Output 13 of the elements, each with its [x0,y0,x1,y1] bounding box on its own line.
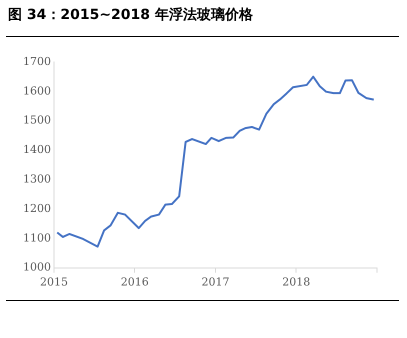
x-tick-label: 2016 [120,275,149,288]
chart-title: 图 34：2015~2018 年浮法玻璃价格 [8,6,253,24]
y-tick-label: 1000 [22,260,51,274]
x-tick-label: 2018 [282,275,310,288]
y-tick-label: 1100 [22,231,51,244]
x-tick-label: 2015 [40,275,68,288]
y-tick-label: 1200 [22,202,51,215]
y-tick-label: 1400 [22,143,51,156]
y-tick-label: 1600 [22,84,51,98]
x-tick-label: 2017 [201,275,230,288]
y-tick-label: 1700 [22,54,51,68]
y-tick-label: 1300 [22,172,51,186]
y-tick-label: 1500 [22,114,51,127]
